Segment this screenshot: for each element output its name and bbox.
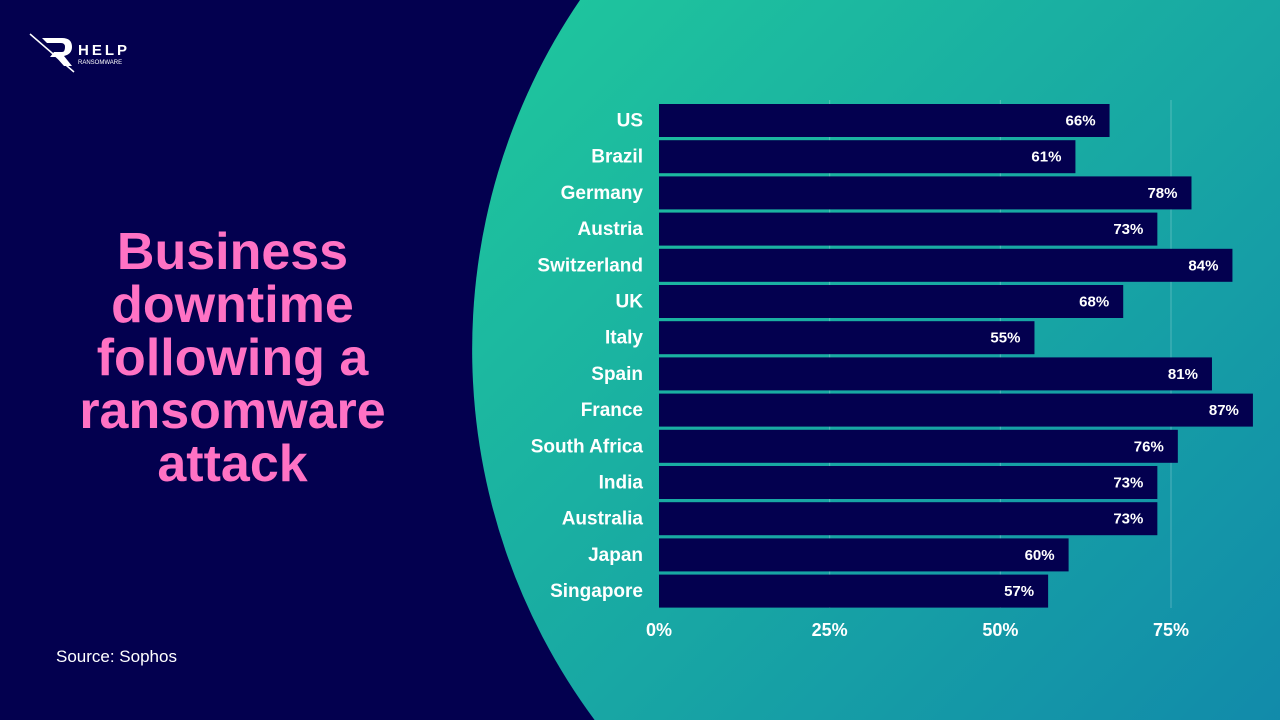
bar — [659, 321, 1035, 355]
category-label: Switzerland — [537, 255, 643, 276]
bar — [659, 357, 1212, 391]
category-label: Singapore — [550, 581, 643, 602]
category-label: Australia — [562, 509, 644, 530]
data-label: 68% — [1079, 294, 1109, 311]
bar — [659, 538, 1069, 572]
category-label: Spain — [591, 364, 643, 385]
source-note: Source: Sophos — [56, 647, 177, 666]
x-tick-label: 0% — [646, 620, 672, 640]
data-label: 73% — [1113, 511, 1143, 528]
category-label: South Africa — [531, 436, 644, 457]
x-tick-label: 75% — [1153, 620, 1189, 640]
logo-subtext: RANSOMWARE — [78, 60, 122, 66]
data-label: 57% — [1004, 583, 1034, 600]
logo: HELP RANSOMWARE — [28, 30, 138, 80]
bar — [659, 574, 1049, 608]
data-label: 61% — [1031, 149, 1061, 166]
page-title: Business downtime following a ransomware… — [79, 223, 386, 493]
bar — [659, 393, 1253, 427]
category-label: France — [581, 400, 643, 421]
data-label: 84% — [1188, 257, 1218, 274]
bar — [659, 140, 1076, 174]
logo-text: HELP — [78, 42, 130, 59]
bar — [659, 285, 1124, 318]
bar — [659, 466, 1158, 499]
bar — [659, 502, 1158, 536]
data-label: 66% — [1066, 113, 1096, 130]
x-tick-label: 25% — [812, 620, 848, 640]
data-label: 78% — [1147, 185, 1177, 202]
category-label: Italy — [605, 328, 643, 349]
data-label: 73% — [1113, 221, 1143, 238]
category-label: Japan — [588, 545, 643, 566]
data-label: 60% — [1025, 547, 1055, 564]
category-label: Austria — [578, 219, 644, 240]
category-label: UK — [616, 292, 644, 313]
bar — [659, 248, 1233, 282]
bar — [659, 176, 1192, 210]
bar — [659, 429, 1178, 463]
category-label: US — [617, 111, 643, 132]
bar — [659, 104, 1110, 137]
data-label: 76% — [1134, 438, 1164, 455]
data-label: 81% — [1168, 366, 1198, 383]
category-label: Brazil — [591, 147, 643, 168]
category-label: India — [599, 473, 644, 494]
data-label: 87% — [1209, 402, 1239, 419]
data-label: 55% — [990, 330, 1020, 347]
category-label: Germany — [561, 183, 644, 204]
bar — [659, 212, 1158, 246]
x-tick-label: 50% — [982, 620, 1018, 640]
data-label: 73% — [1113, 475, 1143, 492]
